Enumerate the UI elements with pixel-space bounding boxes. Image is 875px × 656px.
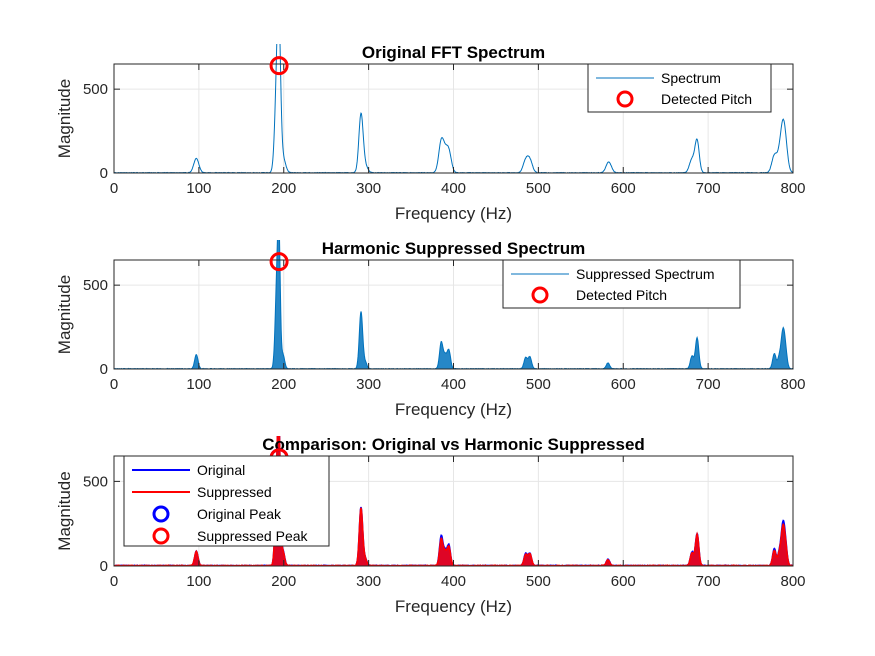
x-tick-label: 400 — [441, 376, 466, 393]
x-tick-label: 500 — [526, 180, 551, 197]
x-tick-label: 800 — [780, 376, 805, 393]
y-axis-label: Magnitude — [55, 471, 74, 550]
x-tick-label: 0 — [110, 573, 118, 590]
x-tick-label: 0 — [110, 376, 118, 393]
legend-label: Suppressed Peak — [197, 528, 309, 544]
x-tick-label: 500 — [526, 573, 551, 590]
y-tick-label: 0 — [100, 558, 108, 575]
x-tick-label: 300 — [356, 180, 381, 197]
y-axis-label: Magnitude — [55, 79, 74, 158]
y-tick-label: 0 — [100, 165, 108, 182]
chart-2: 0 100 200 300 400 500 600 700 800 0 500 Harmonic Su… — [55, 239, 806, 419]
x-tick-label: 700 — [696, 376, 721, 393]
legend-marker-original-peak — [152, 505, 170, 523]
y-tick-label: 500 — [83, 473, 108, 490]
x-tick-label: 300 — [356, 573, 381, 590]
x-tick-label: 300 — [356, 376, 381, 393]
x-tick-label: 200 — [271, 573, 296, 590]
chart-3: 0 100 200 300 400 500 600 700 800 0 500 Comparison:… — [55, 435, 806, 616]
legend-marker-detected-pitch — [531, 286, 549, 304]
legend-label: Original — [197, 462, 245, 478]
x-tick-label: 600 — [611, 376, 636, 393]
y-tick-label: 500 — [83, 81, 108, 98]
x-tick-label: 0 — [110, 180, 118, 197]
legend-label: Detected Pitch — [661, 91, 752, 107]
x-tick-label: 200 — [271, 376, 296, 393]
chart-title: Harmonic Suppressed Spectrum — [322, 239, 586, 258]
legend-label: Suppressed Spectrum — [576, 266, 715, 282]
x-axis-label: Frequency (Hz) — [395, 400, 512, 419]
legend: Spectrum Detected Pitch — [587, 63, 772, 113]
x-tick-label: 100 — [186, 573, 211, 590]
x-axis-label: Frequency (Hz) — [395, 204, 512, 223]
x-axis-label: Frequency (Hz) — [395, 597, 512, 616]
x-tick-label: 500 — [526, 376, 551, 393]
x-tick-label: 600 — [611, 180, 636, 197]
legend-label: Detected Pitch — [576, 287, 667, 303]
x-tick-label: 700 — [696, 180, 721, 197]
legend-marker-detected-pitch — [616, 90, 634, 108]
marker-detected-pitch — [269, 56, 289, 76]
chart-title: Comparison: Original vs Harmonic Suppres… — [262, 435, 645, 454]
x-tick-label: 800 — [780, 180, 805, 197]
x-tick-label: 800 — [780, 573, 805, 590]
chart-title: Original FFT Spectrum — [362, 43, 545, 62]
legend: Suppressed Spectrum Detected Pitch — [502, 259, 741, 309]
legend-label: Suppressed — [197, 484, 272, 500]
chart-1: 0 100 200 300 400 500 600 700 800 0 500 Original FF… — [55, 43, 806, 223]
x-tick-label: 400 — [441, 573, 466, 590]
x-tick-label: 700 — [696, 573, 721, 590]
marker-detected-pitch — [269, 252, 289, 272]
y-axis-label: Magnitude — [55, 275, 74, 354]
y-tick-label: 500 — [83, 277, 108, 294]
legend-label: Spectrum — [661, 70, 721, 86]
legend: Original Suppressed Original Peak Suppresse… — [123, 455, 330, 547]
legend-marker-suppressed-peak — [152, 527, 170, 545]
x-tick-label: 400 — [441, 180, 466, 197]
x-tick-label: 100 — [186, 376, 211, 393]
y-tick-label: 0 — [100, 361, 108, 378]
x-tick-label: 100 — [186, 180, 211, 197]
x-tick-label: 600 — [611, 573, 636, 590]
legend-label: Original Peak — [197, 506, 282, 522]
x-tick-label: 200 — [271, 180, 296, 197]
